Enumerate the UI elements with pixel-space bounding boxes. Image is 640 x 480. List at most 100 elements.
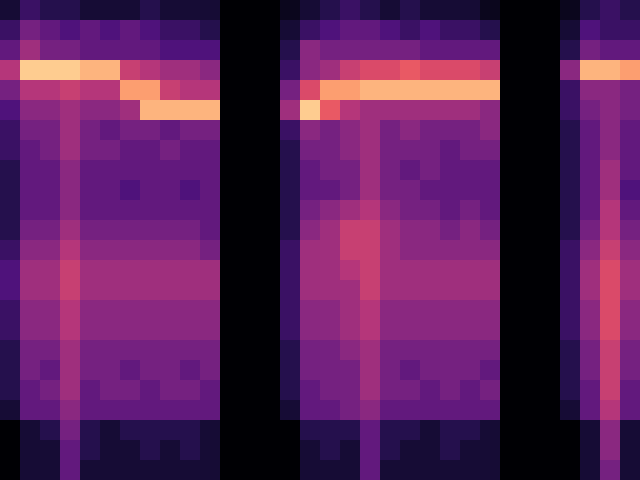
cell xyxy=(60,220,81,241)
cell xyxy=(60,60,81,81)
cell xyxy=(320,400,341,421)
cell xyxy=(280,400,301,421)
cell xyxy=(180,420,201,441)
cell xyxy=(140,460,161,480)
cell xyxy=(340,260,361,281)
cell xyxy=(480,340,501,361)
cell xyxy=(460,160,481,181)
cell xyxy=(240,180,261,201)
cell xyxy=(100,160,121,181)
cell xyxy=(420,400,441,421)
cell xyxy=(420,180,441,201)
cell xyxy=(620,0,640,21)
cell xyxy=(380,200,401,221)
cell xyxy=(80,200,101,221)
cell xyxy=(120,40,141,61)
cell xyxy=(100,440,121,461)
cell xyxy=(100,0,121,21)
cell xyxy=(300,240,321,261)
cell xyxy=(520,140,541,161)
cell xyxy=(120,400,141,421)
cell xyxy=(320,80,341,101)
cell xyxy=(440,40,461,61)
cell xyxy=(220,140,241,161)
cell xyxy=(600,360,621,381)
cell xyxy=(240,280,261,301)
cell xyxy=(340,120,361,141)
cell xyxy=(440,120,461,141)
cell xyxy=(200,240,221,261)
cell xyxy=(520,0,541,21)
cell xyxy=(500,140,521,161)
cell xyxy=(540,360,561,381)
cell xyxy=(140,440,161,461)
cell xyxy=(400,380,421,401)
cell xyxy=(40,20,61,41)
cell xyxy=(620,60,640,81)
cell xyxy=(400,100,421,121)
cell xyxy=(220,420,241,441)
cell xyxy=(420,200,441,221)
cell xyxy=(380,460,401,480)
cell xyxy=(300,100,321,121)
cell xyxy=(480,280,501,301)
cell xyxy=(620,280,640,301)
cell xyxy=(20,160,41,181)
cell xyxy=(520,260,541,281)
cell xyxy=(480,140,501,161)
cell xyxy=(480,0,501,21)
cell xyxy=(280,220,301,241)
cell xyxy=(600,380,621,401)
cell xyxy=(480,200,501,221)
cell xyxy=(540,60,561,81)
cell xyxy=(420,20,441,41)
cell xyxy=(380,0,401,21)
cell xyxy=(620,300,640,321)
cell xyxy=(260,200,281,221)
cell xyxy=(500,400,521,421)
cell xyxy=(80,280,101,301)
cell xyxy=(20,320,41,341)
cell xyxy=(260,320,281,341)
cell xyxy=(20,100,41,121)
cell xyxy=(420,140,441,161)
cell xyxy=(240,60,261,81)
cell xyxy=(540,140,561,161)
cell xyxy=(540,320,561,341)
cell xyxy=(560,400,581,421)
cell xyxy=(600,20,621,41)
cell xyxy=(200,280,221,301)
cell xyxy=(80,0,101,21)
cell xyxy=(280,140,301,161)
cell xyxy=(380,100,401,121)
cell xyxy=(240,380,261,401)
cell xyxy=(460,260,481,281)
cell xyxy=(240,440,261,461)
cell xyxy=(600,320,621,341)
cell xyxy=(520,440,541,461)
cell xyxy=(500,60,521,81)
cell xyxy=(560,220,581,241)
cell xyxy=(260,360,281,381)
cell xyxy=(320,0,341,21)
cell xyxy=(500,100,521,121)
cell xyxy=(540,420,561,441)
cell xyxy=(0,440,21,461)
cell xyxy=(320,440,341,461)
cell xyxy=(520,340,541,361)
cell xyxy=(360,300,381,321)
cell xyxy=(440,220,461,241)
cell xyxy=(460,100,481,121)
cell xyxy=(0,280,21,301)
cell xyxy=(140,60,161,81)
cell xyxy=(160,460,181,480)
cell xyxy=(560,320,581,341)
cell xyxy=(420,340,441,361)
cell xyxy=(620,260,640,281)
cell xyxy=(360,220,381,241)
cell xyxy=(540,260,561,281)
cell xyxy=(540,220,561,241)
cell xyxy=(320,300,341,321)
cell xyxy=(400,60,421,81)
cell xyxy=(380,20,401,41)
